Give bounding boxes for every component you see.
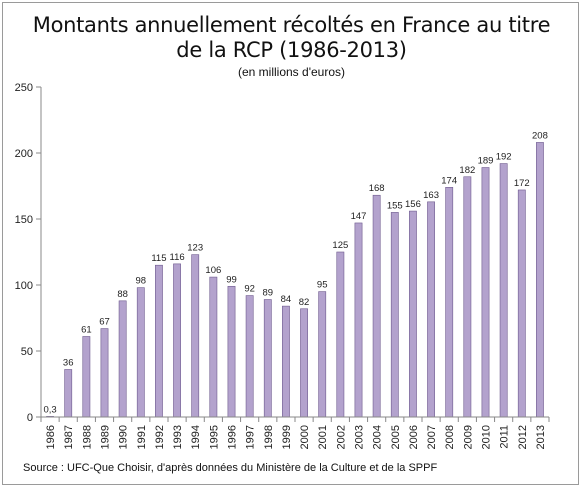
x-axis: 1986 1987 1988 1989 1990 1991 1992 1993 1994 1995… [40,416,550,449]
x-tick-label: 2005 [390,425,402,449]
data-label-2012: 172 [514,178,530,189]
x-tick-label: 2007 [426,425,438,449]
y-tick-label: 150 [15,214,33,226]
data-label-1995: 106 [205,265,221,276]
x-tick-label: 1991 [136,425,148,449]
chart-title-line1: Montants annuellement récoltés en France… [32,13,551,37]
bar-1998 [263,299,272,418]
x-tick-label: 1989 [100,425,112,449]
data-label-1994: 123 [187,243,203,254]
x-tick-label: 1996 [227,425,239,449]
bar-2013 [536,142,544,418]
bar-2006 [409,210,417,418]
data-label-1993: 116 [169,252,184,263]
data-label-1998: 89 [263,288,274,299]
bar-1994 [191,254,200,418]
bar-1991 [136,287,145,418]
bar-2001 [318,291,327,418]
bar-2010 [481,167,490,418]
bar-1999 [282,305,290,418]
data-label-2002: 125 [332,240,348,251]
x-tick-label: 1999 [281,425,293,449]
x-tick-label: 1992 [154,425,166,449]
x-tick-label: 2010 [481,425,493,449]
data-label-1989: 67 [99,317,110,328]
bar-1996 [227,286,236,418]
data-label-1991: 98 [136,276,147,287]
data-label-2013: 208 [532,130,548,141]
x-tick-label: 2001 [317,425,329,449]
x-tick-label: 2006 [408,425,420,449]
x-tick-label: 2002 [335,425,347,449]
x-tick-label: 2000 [299,425,311,449]
bar-chart: 0 50 100 150 200 250 0,3 36 61 67 88 98 115 11612310… [15,82,550,449]
data-label-2009: 182 [459,165,475,176]
data-label-1990: 88 [117,289,128,300]
bar-2008 [445,187,454,418]
data-label-1992: 115 [151,253,166,264]
bar-1995 [209,276,218,418]
y-tick-label: 0 [27,412,33,424]
x-tick-label: 2011 [499,425,511,449]
x-tick-label: 1986 [45,425,57,449]
bar-1987 [64,369,73,418]
data-label-2008: 174 [441,175,457,186]
chart-subtitle: (en millions d'euros) [238,65,345,79]
data-label-2011: 192 [496,152,512,163]
data-label-2001: 95 [317,280,328,291]
bar-1989 [100,328,109,418]
y-tick-label: 250 [15,82,33,94]
y-axis: 0 50 100 150 200 250 [15,82,42,424]
x-tick-label: 2013 [535,425,547,449]
data-label-2007: 163 [423,190,439,201]
bar-2005 [390,212,399,418]
x-tick-label: 2012 [517,425,529,449]
y-tick-label: 200 [15,148,33,160]
data-label-1987: 36 [63,357,74,368]
bar-2012 [517,189,526,418]
data-label-1996: 99 [226,274,237,285]
x-tick-label: 1997 [245,425,257,449]
data-label-2010: 189 [478,156,494,167]
x-tick-label: 1994 [190,425,202,449]
data-label-1988: 61 [81,324,92,335]
bar-2009 [463,176,472,418]
data-label-2000: 82 [299,297,310,308]
data-label-1999: 84 [281,294,292,305]
x-tick-label: 2003 [354,425,366,449]
bar-1993 [173,263,181,418]
x-tick-label: 1998 [263,425,275,449]
data-label-2004: 168 [369,183,385,194]
bar-2002 [336,251,345,418]
data-label-2003: 147 [351,211,367,222]
data-label-2006: 156 [405,199,421,210]
bar-2004 [372,194,381,418]
x-tick-label: 1987 [63,425,75,449]
x-tick-label: 1990 [118,425,130,449]
bar-2011 [499,163,508,418]
bar-1997 [245,295,254,418]
bar-1990 [118,300,127,418]
data-label-2005: 155 [387,200,403,211]
y-tick-label: 50 [21,346,33,358]
x-tick-label: 2004 [372,425,384,449]
chart-title-line2: de la RCP (1986-2013) [176,38,407,62]
data-label-1986: 0,3 [43,404,56,415]
bar-1992 [155,264,163,418]
x-tick-label: 1995 [208,425,220,449]
bars [46,142,544,418]
bar-2007 [427,201,435,418]
x-tick-label: 1988 [81,425,93,449]
bar-2000 [300,308,308,418]
data-label-1997: 92 [244,284,255,295]
bar-2003 [354,222,363,418]
x-tick-label: 1993 [172,425,184,449]
source-note: Source : UFC-Que Choisir, d'après donnée… [23,462,438,474]
x-tick-label: 2009 [462,425,474,449]
bar-1988 [82,336,91,418]
x-tick-label: 2008 [444,425,456,449]
y-tick-label: 100 [15,280,33,292]
